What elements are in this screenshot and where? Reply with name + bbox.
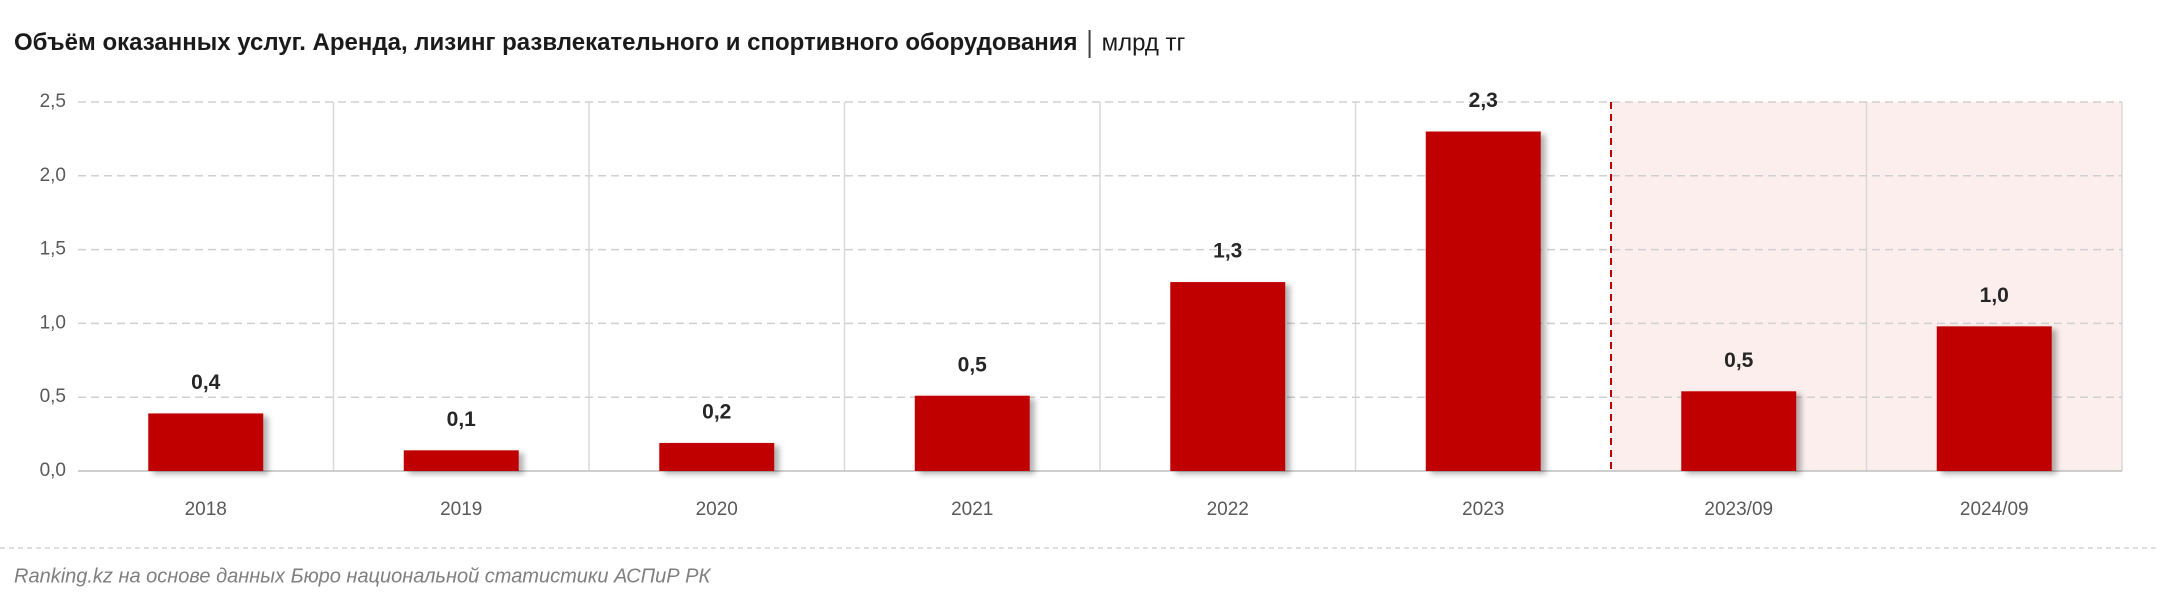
value-label: 0,5	[1724, 349, 1754, 372]
x-tick-label: 2020	[696, 499, 738, 520]
y-tick-label: 2,0	[40, 165, 66, 186]
bar	[914, 395, 1030, 471]
value-label: 0,5	[958, 353, 988, 376]
x-tick-label: 2023	[1462, 499, 1504, 520]
bar	[1936, 326, 2052, 471]
x-tick-label: 2023/09	[1704, 499, 1773, 520]
y-tick-label: 1,0	[40, 312, 66, 333]
y-tick-label: 1,5	[40, 239, 66, 260]
value-label: 0,1	[447, 408, 477, 431]
bar	[1425, 131, 1541, 471]
x-tick-label: 2022	[1207, 499, 1249, 520]
value-label: 0,4	[191, 371, 221, 394]
chart-unit: млрд тг	[1102, 29, 1186, 56]
bar	[403, 450, 519, 471]
title-main: Объём оказанных услуг. Аренда, лизинг ра…	[14, 29, 1078, 56]
y-tick-label: 0,5	[40, 386, 66, 407]
source: Ranking.kz на основе данных Бюро национа…	[14, 565, 712, 587]
bar	[659, 442, 775, 471]
x-tick-label: 2024/09	[1960, 499, 2029, 520]
chart-title: Объём оказанных услуг. Аренда, лизинг ра…	[14, 29, 1078, 56]
value-label: 2,3	[1469, 89, 1498, 112]
value-label: 1,3	[1213, 240, 1242, 263]
plot-background	[78, 101, 2123, 472]
x-tick-label: 2019	[440, 499, 482, 520]
x-tick-label: 2021	[951, 499, 993, 520]
value-label: 1,0	[1980, 284, 2009, 307]
y-tick-label: 2,5	[40, 91, 66, 112]
y-tick-label: 0,0	[40, 460, 66, 481]
value-label: 0,2	[702, 401, 731, 424]
bar	[1170, 282, 1286, 471]
x-tick-label: 2018	[185, 499, 227, 520]
bar	[148, 413, 264, 471]
bar	[1681, 391, 1797, 471]
